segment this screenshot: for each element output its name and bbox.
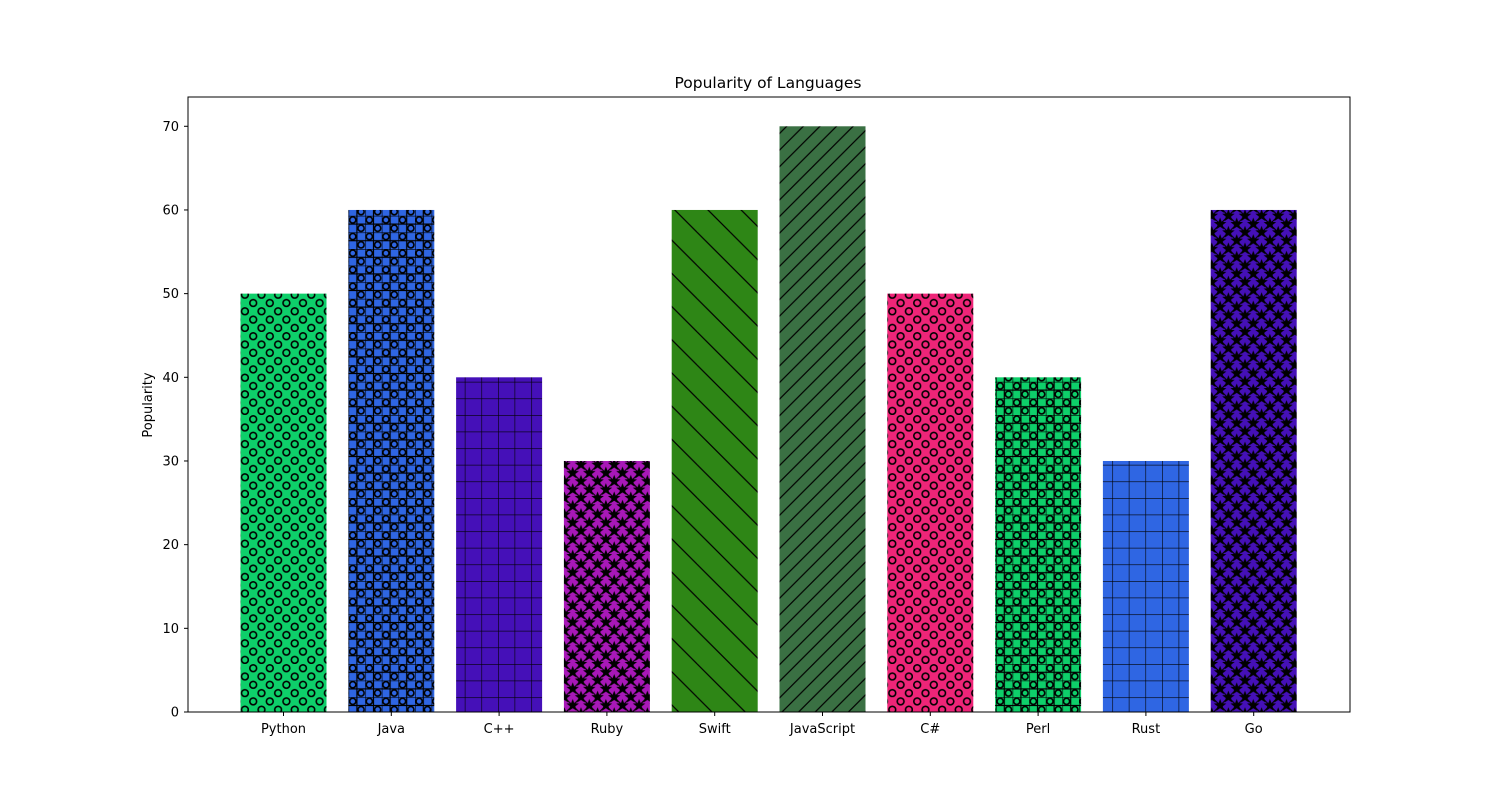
bar-go (1210, 209, 1297, 712)
y-tick-label: 20 (162, 538, 179, 553)
bar-swift (671, 209, 758, 712)
bar-javascript (779, 126, 866, 713)
x-tick-label: C++ (484, 722, 515, 737)
y-tick-label: 70 (162, 120, 179, 135)
x-tick-label: C# (920, 722, 940, 737)
bar-ruby (563, 460, 650, 712)
x-tick-label: Go (1245, 722, 1263, 737)
y-tick-label: 30 (162, 454, 179, 469)
x-tick-label: Swift (699, 722, 731, 737)
y-tick-label: 50 (162, 287, 179, 302)
x-tick-label: Perl (1026, 722, 1050, 737)
plot-frame (187, 96, 1351, 713)
y-tick-label: 10 (162, 622, 179, 637)
y-tick-label: 60 (162, 203, 179, 218)
y-tick-label: 40 (162, 371, 179, 386)
x-axis: Python Java C++ Ruby Swift JavaScript C# Perl Ru… (261, 712, 1263, 737)
x-tick-label: Java (377, 722, 405, 737)
bar-rust (1102, 460, 1189, 712)
y-tick-label: 0 (171, 706, 179, 721)
bar-perl (995, 377, 1082, 712)
bar-c (887, 293, 974, 712)
x-tick-label: JavaScript (789, 722, 855, 737)
bar-c (456, 377, 543, 712)
bar-java (348, 209, 435, 712)
bars-group (240, 126, 1297, 713)
chart-title: Popularity of Languages (674, 74, 861, 92)
y-axis: 0 10 20 30 40 50 60 70 (162, 120, 188, 721)
y-axis-label: Popularity (141, 372, 156, 437)
x-tick-label: Python (261, 722, 306, 737)
bar-python (240, 293, 327, 712)
x-tick-label: Rust (1132, 722, 1161, 737)
x-tick-label: Ruby (591, 722, 624, 737)
